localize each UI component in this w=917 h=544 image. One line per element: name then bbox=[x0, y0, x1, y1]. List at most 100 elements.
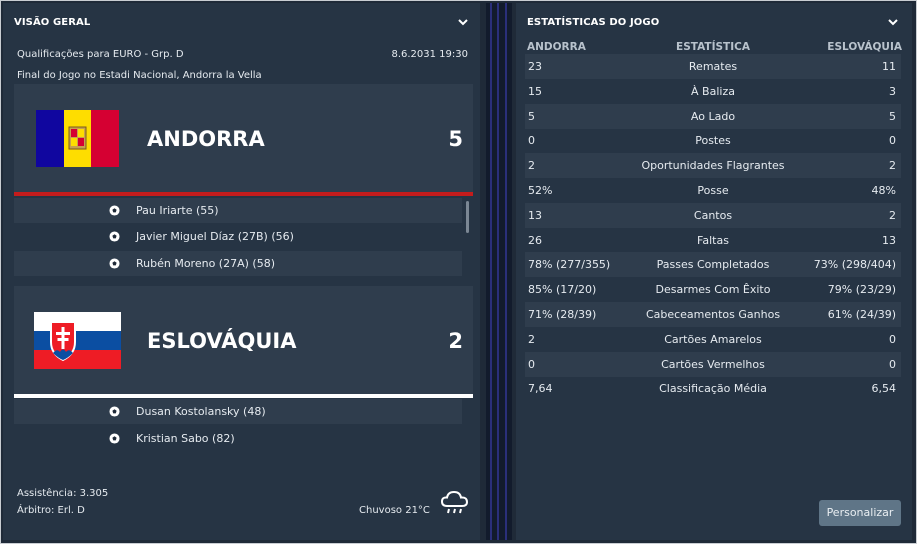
stats-header-stat: ESTATÍSTICA bbox=[676, 41, 750, 53]
andorra-flag-icon bbox=[36, 110, 119, 167]
stat-away-value: 5 bbox=[889, 109, 896, 123]
stat-label: Remates bbox=[688, 60, 738, 73]
stat-row: Cabeceamentos Ganhos 71% (28/39) 61% (24/3… bbox=[525, 302, 901, 327]
stat-label: Ao Lado bbox=[690, 109, 736, 123]
away-team-name: ESLOVÁQUIA bbox=[147, 329, 297, 353]
stat-row: Cartões Amarelos 2 0 bbox=[525, 327, 901, 352]
stat-label: Faltas bbox=[697, 233, 729, 247]
stat-away-value: 2 bbox=[889, 208, 896, 222]
stat-away-value: 2 bbox=[889, 159, 896, 173]
stats-header-away: ESLOVÁQUIA bbox=[827, 41, 902, 53]
stat-away-value: 11 bbox=[882, 60, 896, 73]
stat-home-value: 52% bbox=[528, 184, 553, 197]
attendance-label: Assistência: 3.305 bbox=[17, 488, 109, 499]
rain-cloud-icon bbox=[440, 490, 469, 514]
stat-home-value: 13 bbox=[528, 208, 542, 222]
scorer-name: Kristian Sabo (82) bbox=[136, 432, 235, 445]
away-scorer-row[interactable]: Kristian Sabo (82) bbox=[14, 426, 462, 451]
overview-panel: VISÃO GERAL Qualificações para EURO - Gr… bbox=[3, 3, 480, 540]
stat-away-value: 0 bbox=[889, 332, 896, 346]
away-scorer-row[interactable]: Dusan Kostolansky (48) bbox=[14, 399, 462, 424]
stat-label: Postes bbox=[695, 134, 731, 148]
slovakia-flag-icon bbox=[34, 312, 121, 369]
chevron-down-icon[interactable] bbox=[456, 15, 470, 29]
stat-home-value: 2 bbox=[528, 332, 535, 346]
competition-label: Qualificações para EURO - Grp. D bbox=[17, 49, 184, 60]
stat-away-value: 6,54 bbox=[871, 382, 897, 396]
stat-row: Cartões Vermelhos 0 0 bbox=[525, 351, 901, 377]
stat-row: Classificação Média 7,64 6,54 bbox=[525, 376, 901, 401]
overview-title: VISÃO GERAL bbox=[14, 17, 91, 28]
stat-label: Cabeceamentos Ganhos bbox=[645, 308, 781, 321]
home-team-color-bar bbox=[14, 192, 473, 196]
scorer-name: Javier Miguel Díaz (27B) (56) bbox=[136, 230, 294, 243]
stat-row: Postes 0 0 bbox=[525, 128, 901, 153]
stat-away-value: 3 bbox=[889, 84, 896, 98]
stat-row: Oportunidades Flagrantes 2 2 bbox=[525, 153, 901, 179]
scorers-scrollbar[interactable] bbox=[466, 201, 469, 233]
stat-home-value: 5 bbox=[528, 109, 535, 123]
football-icon bbox=[109, 258, 120, 269]
football-icon bbox=[109, 231, 120, 242]
away-team-score: 2 bbox=[448, 329, 463, 353]
stat-row: Remates 23 11 bbox=[525, 54, 901, 79]
home-scorer-row[interactable]: Pau Iriarte (55) bbox=[14, 198, 462, 223]
stat-label: Cartões Vermelhos bbox=[661, 357, 765, 371]
weather-label: Chuvoso 21°C bbox=[359, 505, 430, 516]
stat-row: Posse 52% 48% bbox=[525, 178, 901, 203]
match-datetime: 8.6.2031 19:30 bbox=[391, 49, 468, 60]
stat-home-value: 26 bbox=[528, 233, 542, 247]
home-team-name: ANDORRA bbox=[147, 127, 265, 151]
stat-row: Faltas 26 13 bbox=[525, 228, 901, 253]
scorer-name: Pau Iriarte (55) bbox=[136, 204, 219, 217]
away-team-color-bar bbox=[14, 394, 473, 398]
stat-home-value: 15 bbox=[528, 84, 542, 98]
stats-title: ESTATÍSTICAS DO JOGO bbox=[527, 17, 660, 28]
stat-label: Classificação Média bbox=[659, 382, 767, 396]
stat-label: À Baliza bbox=[691, 84, 735, 98]
stat-row: Desarmes Com Êxito 85% (17/20) 79% (23/29) bbox=[525, 277, 901, 302]
stat-home-value: 2 bbox=[528, 159, 535, 173]
home-scorer-row[interactable]: Rubén Moreno (27A) (58) bbox=[14, 251, 462, 276]
stat-home-value: 78% (277/355) bbox=[528, 258, 611, 272]
football-icon bbox=[109, 205, 120, 216]
home-scorer-row[interactable]: Javier Miguel Díaz (27B) (56) bbox=[14, 224, 462, 249]
stat-label: Passes Completados bbox=[656, 258, 770, 272]
stat-home-value: 0 bbox=[528, 134, 535, 148]
customize-button[interactable]: Personalizar bbox=[819, 500, 901, 526]
home-team-box[interactable]: ANDORRA 5 bbox=[14, 84, 473, 192]
stat-home-value: 7,64 bbox=[528, 382, 553, 396]
football-icon bbox=[109, 406, 120, 417]
stat-away-value: 73% (298/404) bbox=[813, 258, 896, 272]
stat-row: Cantos 13 2 bbox=[525, 202, 901, 228]
stat-row: Ao Lado 5 5 bbox=[525, 103, 901, 129]
stat-home-value: 23 bbox=[528, 60, 542, 73]
stat-away-value: 0 bbox=[889, 134, 896, 148]
stat-row: Passes Completados 78% (277/355) 73% (298/… bbox=[525, 252, 901, 278]
referee-label: Árbitro: Erl. D bbox=[17, 505, 85, 516]
stat-row: À Baliza 15 3 bbox=[525, 79, 901, 104]
stat-label: Posse bbox=[697, 184, 729, 197]
scorer-name: Rubén Moreno (27A) (58) bbox=[136, 257, 275, 270]
scorer-name: Dusan Kostolansky (48) bbox=[136, 405, 266, 418]
stat-home-value: 71% (28/39) bbox=[528, 308, 597, 321]
stat-label: Cartões Amarelos bbox=[664, 332, 762, 346]
stat-away-value: 79% (23/29) bbox=[827, 283, 896, 297]
away-team-box[interactable]: ESLOVÁQUIA 2 bbox=[14, 286, 473, 394]
venue-label: Final do Jogo no Estadi Nacional, Andorr… bbox=[17, 70, 262, 81]
stat-label: Desarmes Com Êxito bbox=[655, 283, 771, 297]
match-stats-panel: ESTATÍSTICAS DO JOGO ANDORRA ESTATÍSTICA… bbox=[516, 3, 912, 540]
chevron-down-icon[interactable] bbox=[886, 15, 900, 29]
stats-header-home: ANDORRA bbox=[527, 41, 586, 53]
stat-away-value: 13 bbox=[882, 233, 896, 247]
stat-home-value: 0 bbox=[528, 357, 535, 371]
stat-label: Cantos bbox=[693, 208, 733, 222]
stat-away-value: 0 bbox=[889, 357, 896, 371]
football-icon bbox=[109, 433, 120, 444]
stat-away-value: 61% (24/39) bbox=[827, 308, 896, 321]
panel-divider bbox=[486, 3, 512, 540]
stat-home-value: 85% (17/20) bbox=[528, 283, 597, 297]
home-team-score: 5 bbox=[448, 127, 463, 151]
stat-away-value: 48% bbox=[871, 184, 896, 197]
stat-label: Oportunidades Flagrantes bbox=[641, 159, 785, 173]
